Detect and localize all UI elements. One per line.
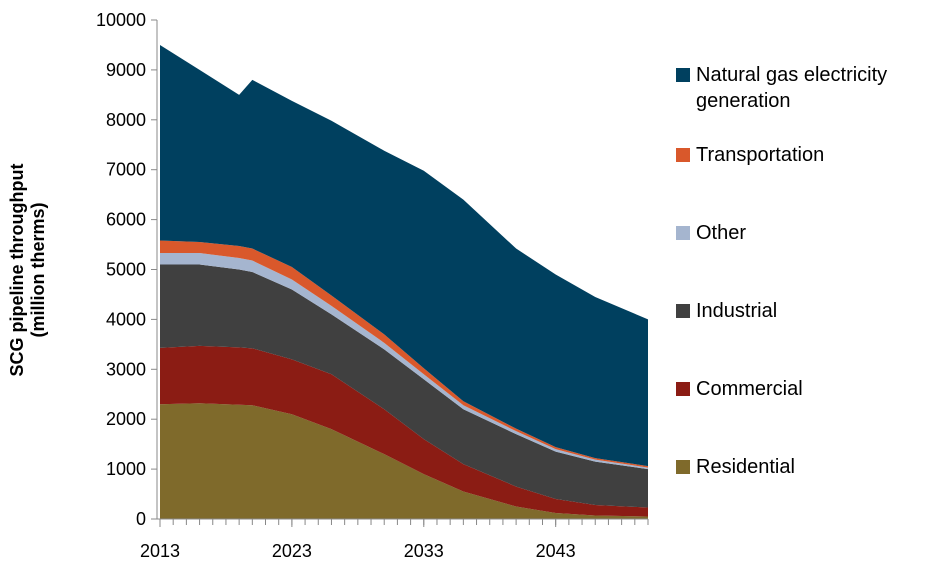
legend-swatch (676, 148, 690, 162)
legend-swatch (676, 226, 690, 240)
legend-item: Residential (676, 454, 926, 480)
x-tick-label: 2023 (272, 541, 312, 561)
area (160, 240, 648, 468)
legend-item: Industrial (676, 298, 926, 324)
legend-swatch (676, 382, 690, 396)
y-tick-label: 5000 (106, 260, 146, 280)
y-axis-title-line: (million therms) (28, 202, 48, 338)
y-axis-title-line: SCG pipeline throughput (7, 163, 27, 377)
area (160, 44, 648, 467)
area (160, 403, 648, 519)
legend-item: Transportation (676, 142, 926, 168)
legend-label: Residential (696, 456, 795, 478)
legend-label: Industrial (696, 300, 778, 322)
x-tick-label: 2043 (536, 541, 576, 561)
area (160, 264, 648, 508)
legend-swatch (676, 68, 690, 82)
legend-item: Natural gas electricity generation (676, 62, 926, 114)
y-tick-label: 9000 (106, 60, 146, 80)
legend-swatch (676, 460, 690, 474)
legend-item: Other (676, 220, 926, 246)
legend-label: Natural gas electricity generation (696, 64, 888, 112)
y-tick-label: 1000 (106, 459, 146, 479)
legend-swatch (676, 304, 690, 318)
y-tick-label: 6000 (106, 210, 146, 230)
y-tick-label: 8000 (106, 110, 146, 130)
x-tick-label: 2033 (404, 541, 444, 561)
area (160, 345, 648, 517)
y-tick-label: 0 (136, 509, 146, 529)
y-tick-label: 7000 (106, 160, 146, 180)
legend-label: Other (696, 222, 747, 244)
y-tick-label: 3000 (106, 359, 146, 379)
legend-label: Transportation (696, 144, 825, 166)
area (160, 253, 648, 470)
legend-item: Commercial (676, 376, 926, 402)
legend-label: Commercial (696, 378, 803, 400)
y-tick-label: 4000 (106, 309, 146, 329)
y-tick-label: 2000 (106, 409, 146, 429)
x-tick-label: 2013 (140, 541, 180, 561)
y-tick-label: 10000 (96, 10, 146, 30)
